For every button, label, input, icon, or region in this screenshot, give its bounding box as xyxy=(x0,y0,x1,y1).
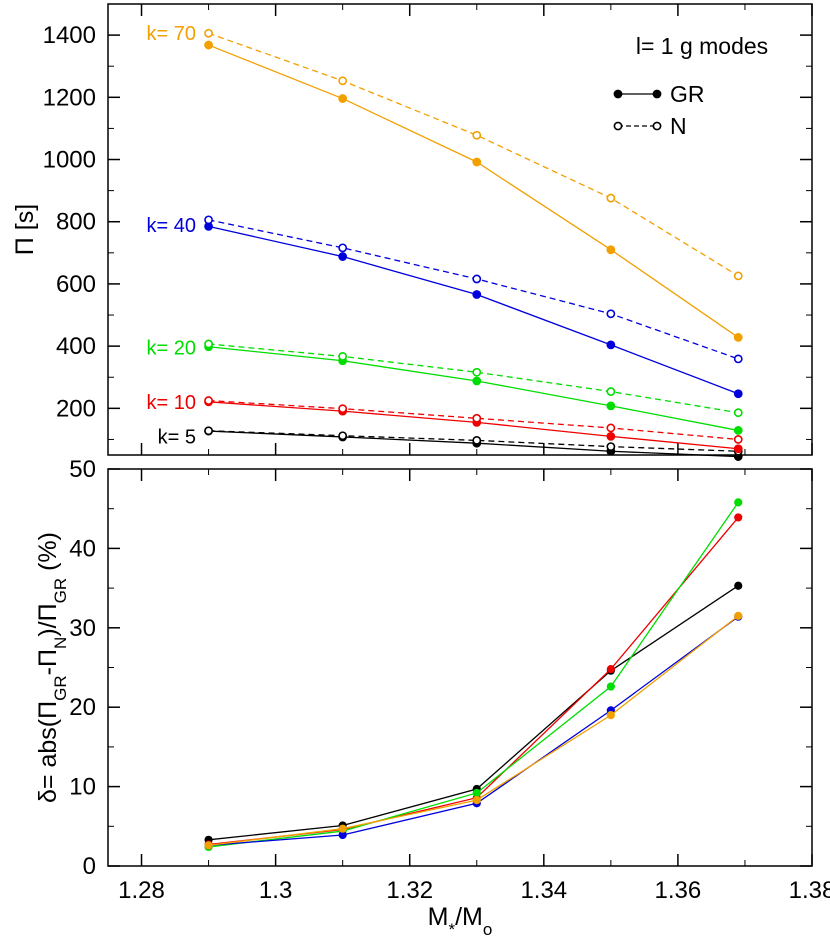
series-line-n-k10 xyxy=(208,399,739,441)
bottom-panel: 0 10 20 30 40 50 1.28 1.3 1.32 1.34 1.36 1.38 M*/Mo δ… xyxy=(34,456,830,939)
data-point-n-k10 xyxy=(472,413,482,423)
data-point-gr-k40 xyxy=(338,252,348,261)
legend-marker-n xyxy=(652,121,662,131)
top-ytick-label: 200 xyxy=(56,395,96,422)
top-ytick-label: 400 xyxy=(56,333,96,360)
delta-point-k70 xyxy=(606,711,615,720)
data-point-n-k5 xyxy=(204,426,213,436)
delta-point-k20 xyxy=(472,788,481,798)
top-ytick-label: 1200 xyxy=(43,84,96,111)
bottom-ytick-label: 0 xyxy=(83,853,96,880)
bottom-xtick-label: 1.34 xyxy=(520,877,567,904)
data-point-n-k5 xyxy=(472,435,482,445)
bottom-ytick-label: 50 xyxy=(69,456,96,483)
data-point-gr-k20 xyxy=(733,426,743,435)
bottom-ytick-label: 20 xyxy=(69,694,96,721)
legend-marker-gr xyxy=(613,89,623,99)
k-annotation: k= 40 xyxy=(147,215,196,237)
delta-line-k40 xyxy=(208,616,739,847)
data-point-n-k5 xyxy=(606,442,616,452)
top-ytick-label: 1000 xyxy=(43,147,96,174)
data-point-n-k70 xyxy=(472,130,482,140)
k-annotation: k= 5 xyxy=(158,426,196,448)
data-point-n-k10 xyxy=(338,404,348,414)
series-line-gr-k40 xyxy=(208,225,739,395)
data-point-gr-k70 xyxy=(472,157,482,167)
legend-marker-gr xyxy=(652,89,662,99)
data-point-n-k40 xyxy=(338,243,348,253)
legend-label-gr: GR xyxy=(670,81,705,107)
data-point-n-k70 xyxy=(606,193,616,203)
data-point-n-k20 xyxy=(472,367,482,377)
data-point-n-k70 xyxy=(733,271,743,281)
data-point-gr-k40 xyxy=(733,389,743,399)
bottom-ytick-label: 10 xyxy=(69,774,96,801)
top-ytick-label: 1400 xyxy=(43,22,96,49)
data-point-gr-k10 xyxy=(733,444,743,454)
data-point-n-k20 xyxy=(338,352,348,361)
data-point-n-k40 xyxy=(733,354,743,364)
top-ytick-label: 800 xyxy=(56,209,96,236)
bottom-ytick-label: 30 xyxy=(69,615,96,642)
data-point-n-k10 xyxy=(733,435,743,444)
series-line-n-k70 xyxy=(208,32,739,277)
bottom-xlabel: M*/Mo xyxy=(428,903,493,939)
k-annotation: k= 70 xyxy=(147,23,196,45)
series-line-n-k5 xyxy=(208,430,739,452)
data-point-n-k20 xyxy=(606,387,616,396)
data-point-gr-k40 xyxy=(472,290,482,299)
bottom-xtick-label: 1.28 xyxy=(118,877,165,904)
bottom-ylabel: δ= abs(ΠGR-ΠN)/ΠGR (%) xyxy=(34,532,70,803)
data-point-n-k20 xyxy=(733,408,743,418)
series-line-n-k40 xyxy=(208,219,739,360)
top-ylabel: Π [s] xyxy=(11,204,39,255)
data-point-n-k70 xyxy=(204,28,213,38)
data-point-gr-k20 xyxy=(606,401,616,411)
legend-label-n: N xyxy=(670,113,687,139)
delta-point-k10 xyxy=(734,513,743,522)
legend-marker-n xyxy=(613,121,623,131)
data-point-n-k20 xyxy=(204,339,213,349)
delta-line-k70 xyxy=(208,615,739,847)
top-plot-frame xyxy=(107,3,813,456)
top-ytick-label: 600 xyxy=(56,271,96,298)
delta-point-k70 xyxy=(472,795,481,805)
delta-point-k20 xyxy=(606,682,615,691)
data-point-n-k40 xyxy=(606,309,616,319)
data-point-n-k40 xyxy=(204,215,213,225)
bottom-xtick-label: 1.3 xyxy=(259,877,292,904)
data-point-gr-k20 xyxy=(472,376,482,386)
data-point-gr-k70 xyxy=(204,40,213,50)
k-annotation: k= 10 xyxy=(147,392,196,414)
bottom-plot-frame xyxy=(107,468,813,867)
data-point-gr-k70 xyxy=(733,333,743,342)
bottom-xtick-label: 1.36 xyxy=(655,877,702,904)
legend-title: l= 1 g modes xyxy=(636,33,768,59)
data-point-n-k10 xyxy=(204,396,213,405)
data-point-gr-k40 xyxy=(606,340,616,350)
bottom-xtick-label: 1.38 xyxy=(789,877,830,904)
bottom-ytick-label: 40 xyxy=(69,535,96,562)
delta-point-k10 xyxy=(606,664,615,674)
data-point-n-k10 xyxy=(606,423,616,433)
data-point-n-k70 xyxy=(338,76,348,86)
top-panel: 200 400 600 800 1000 1200 1400 Π [s] k= 70 k= 40 k… xyxy=(11,3,813,461)
delta-point-k70 xyxy=(338,824,347,833)
data-point-gr-k70 xyxy=(338,94,348,103)
data-point-n-k5 xyxy=(338,431,348,441)
k-annotation: k= 20 xyxy=(147,337,196,359)
data-point-gr-k10 xyxy=(606,431,616,441)
delta-point-k20 xyxy=(734,498,743,507)
delta-point-k70 xyxy=(734,611,743,620)
bottom-xtick-label: 1.32 xyxy=(386,877,433,904)
delta-point-k70 xyxy=(204,841,213,850)
data-point-gr-k70 xyxy=(606,245,616,255)
data-point-n-k40 xyxy=(472,274,482,284)
delta-point-k5 xyxy=(734,581,743,590)
